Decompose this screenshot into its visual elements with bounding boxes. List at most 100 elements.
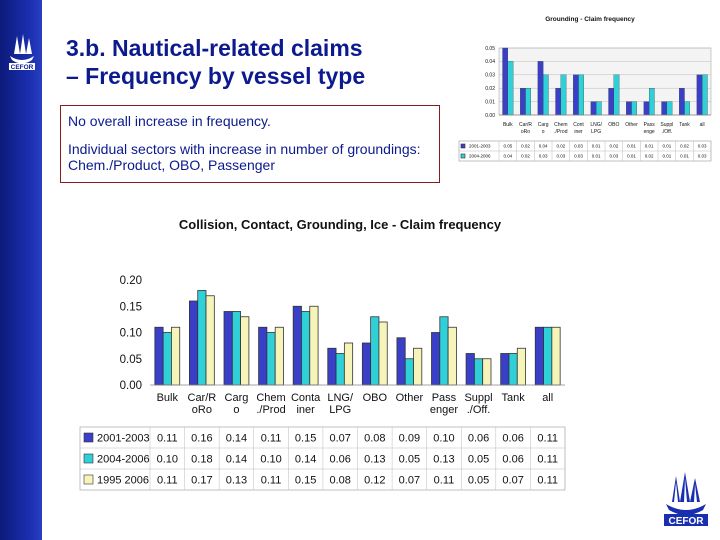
legend-key [83, 432, 94, 443]
table-cell-value: 0.14 [226, 432, 247, 444]
table-cell-value: 0.05 [399, 453, 420, 465]
bar [240, 316, 250, 386]
bar [154, 326, 164, 386]
bar [309, 305, 319, 386]
bar [171, 326, 181, 386]
bar [396, 337, 406, 386]
table-cell-value: 0.11 [157, 432, 178, 444]
table-cell-value: 0.08 [329, 474, 350, 486]
x-category-label: Chem [554, 122, 567, 128]
table-cell-value: 0.13 [364, 453, 385, 465]
table-cell-value: 0.12 [364, 474, 385, 486]
x-category-label: Tank [679, 122, 690, 128]
bar [266, 332, 276, 386]
bar [551, 326, 561, 386]
x-category-label: Other [396, 392, 424, 404]
bar [543, 74, 549, 116]
note-no-overall-increase: No overall increase in frequency. [68, 113, 271, 129]
table-cell-value: 0.10 [260, 453, 281, 465]
x-category-label: ./Off. [661, 129, 672, 135]
table-cell-value: 0.01 [680, 154, 689, 159]
table-cell-value: 0.01 [627, 144, 636, 149]
x-category-label: Tank [502, 392, 526, 404]
plot-area [498, 47, 712, 116]
table-cell-value: 0.18 [191, 453, 212, 465]
x-category-label: Carg [538, 122, 549, 128]
bar [643, 101, 650, 116]
y-tick-label: 0.05 [485, 46, 495, 52]
bar [439, 316, 449, 386]
bar [361, 342, 372, 386]
bar [543, 326, 553, 386]
table-cell-value: 0.11 [537, 432, 558, 444]
bar [343, 342, 354, 386]
x-category-label: OBO [363, 392, 388, 404]
table-cell-value: 0.13 [226, 474, 247, 486]
table-cell-value: 0.02 [556, 144, 565, 149]
bar [162, 332, 172, 386]
table-cell-value: 0.11 [157, 474, 178, 486]
table-cell-value: 0.02 [609, 144, 618, 149]
legend-label: 1995 2006 [97, 474, 149, 486]
table-cell-value: 0.05 [503, 144, 512, 149]
x-category-label: LNG/ [327, 392, 354, 404]
y-tick-label: 0.10 [120, 328, 142, 340]
legend-label: 2001-2003 [97, 432, 150, 444]
bar [223, 311, 233, 386]
x-category-label: Carg [225, 392, 249, 404]
table-cell-value: 0.02 [645, 154, 654, 159]
y-tick-label: 0.20 [120, 275, 142, 287]
bar [370, 316, 380, 386]
legend-label: 2004-2006 [469, 154, 491, 159]
x-category-label: all [542, 392, 553, 404]
bar [590, 101, 597, 116]
table-cell-value: 0.10 [157, 453, 178, 465]
table-cell-value: 0.02 [680, 144, 689, 149]
y-tick-label: 0.01 [485, 99, 495, 105]
bar [292, 305, 302, 386]
bar [197, 290, 207, 386]
legend-key [460, 143, 466, 149]
bar [301, 311, 311, 386]
bar [573, 74, 579, 116]
x-category-label: Chem [256, 392, 285, 404]
cefor-logo-bottom: CEFOR [664, 472, 708, 527]
table-cell-value: 0.10 [433, 432, 454, 444]
x-category-label: ./Prod [554, 129, 568, 135]
y-tick-label: 0.15 [120, 301, 142, 313]
bar [649, 88, 655, 116]
table-cell-value: 0.06 [502, 432, 523, 444]
cefor-logo-top: CEFOR [9, 34, 35, 71]
table-cell-value: 0.01 [592, 144, 601, 149]
bar [696, 74, 703, 116]
bar [537, 61, 544, 116]
bar [608, 88, 614, 116]
table-cell-value: 0.01 [627, 154, 636, 159]
legend-label: 2004-2006 [97, 453, 150, 465]
bar [327, 347, 337, 386]
x-category-label: Car/R [188, 392, 217, 404]
table-cell-value: 0.03 [574, 154, 583, 159]
table-cell-value: 0.07 [502, 474, 523, 486]
bar [525, 88, 531, 116]
x-category-label: Suppl [464, 392, 492, 404]
table-cell-value: 0.06 [329, 453, 350, 465]
table-cell-value: 0.02 [521, 154, 530, 159]
x-category-label: OBO [608, 122, 619, 128]
y-tick-label: 0.00 [485, 113, 495, 119]
table-cell-value: 0.15 [295, 432, 316, 444]
bar [560, 74, 567, 116]
sidebar-stripe [0, 0, 42, 540]
x-category-label: iner [296, 404, 315, 416]
bar [613, 74, 620, 116]
x-category-label: LPG [591, 129, 601, 135]
bar [465, 353, 475, 386]
svg-text:CEFOR: CEFOR [669, 516, 705, 527]
bar [534, 326, 544, 386]
table-cell-value: 0.17 [191, 474, 212, 486]
table-cell-value: 0.01 [592, 154, 601, 159]
table-cell-value: 0.02 [521, 144, 530, 149]
slide-title-line-1: 3.b. Nautical-related claims [66, 35, 363, 61]
x-category-label: Bulk [157, 392, 179, 404]
legend-key [460, 153, 466, 159]
